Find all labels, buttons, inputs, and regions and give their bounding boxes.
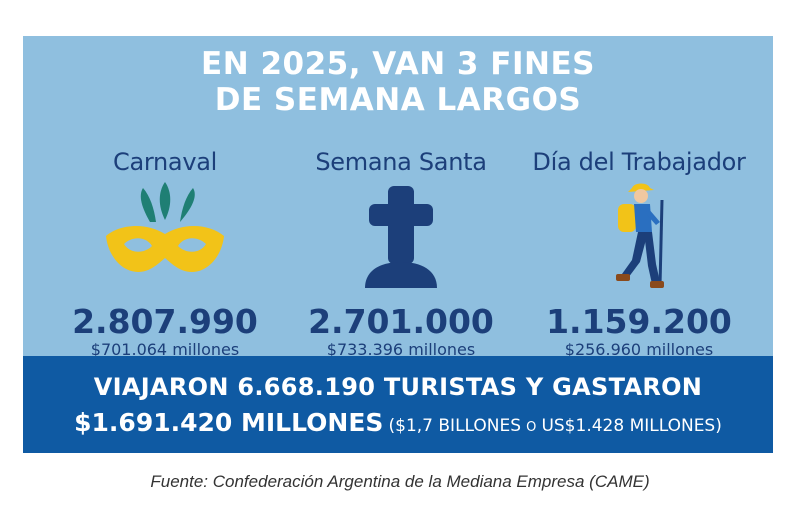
travelers-count: 1.159.200 bbox=[546, 302, 732, 341]
title-line-2: DE SEMANA LARGOS bbox=[214, 82, 582, 118]
summary-usd: US$1.428 MILLONES) bbox=[541, 416, 722, 436]
source-caption: Fuente: Confederación Argentina de la Me… bbox=[150, 472, 650, 491]
weekend-name: Día del Trabajador bbox=[532, 148, 746, 176]
weekend-name: Carnaval bbox=[112, 148, 217, 176]
weekend-semana-santa: Semana Santa 2.701.000 $733.396 millones bbox=[281, 148, 521, 360]
weekend-name: Semana Santa bbox=[315, 148, 487, 176]
infographic-title: EN 2025, VAN 3 FINES DE SEMANA LARGOS bbox=[23, 46, 773, 118]
summary-band: VIAJARON 6.668.190 TURISTAS Y GASTARON $… bbox=[23, 356, 773, 453]
summary-billions: ($1,7 BILLONES bbox=[388, 416, 522, 436]
carnival-mask-icon bbox=[45, 176, 285, 304]
summary-line-2: $1.691.420 MILLONES ($1,7 BILLONES O US$… bbox=[23, 408, 773, 443]
weekend-dia-del-trabajador: Día del Trabajador bbox=[519, 148, 759, 360]
travelers-count: 2.807.990 bbox=[72, 302, 258, 341]
summary-line-1: VIAJARON 6.668.190 TURISTAS Y GASTARON bbox=[93, 373, 703, 401]
summary-total: $1.691.420 MILLONES bbox=[74, 408, 384, 437]
hiker-icon bbox=[519, 176, 759, 304]
travelers-count: 2.701.000 bbox=[308, 302, 494, 341]
summary-connector: O bbox=[526, 420, 537, 435]
spending-amount: $256.960 millones bbox=[564, 340, 714, 359]
infographic-panel: EN 2025, VAN 3 FINES DE SEMANA LARGOS Ca… bbox=[23, 36, 773, 359]
spending-amount: $701.064 millones bbox=[90, 340, 240, 359]
cross-icon bbox=[281, 176, 521, 304]
spending-amount: $733.396 millones bbox=[326, 340, 476, 359]
title-line-1: EN 2025, VAN 3 FINES bbox=[201, 46, 595, 82]
weekend-carnaval: Carnaval 2.807.990 $701.064 millones bbox=[45, 148, 285, 360]
